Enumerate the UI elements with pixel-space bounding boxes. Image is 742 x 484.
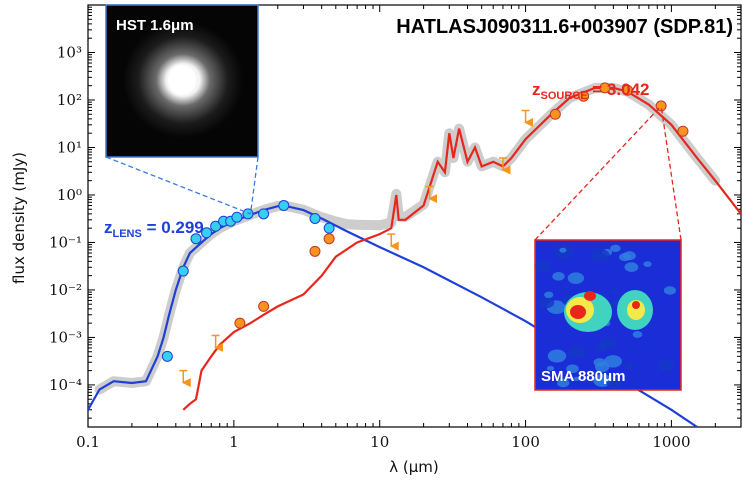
hst-connector-right — [249, 156, 259, 214]
sma-noise-blob — [606, 378, 622, 389]
sma-noise-blob — [643, 261, 652, 268]
x-axis-label: λ (μm) — [389, 458, 439, 476]
y-tick-label: 10¹ — [57, 138, 82, 156]
lens-data-point — [231, 211, 243, 223]
source-data-point — [599, 82, 611, 94]
sma-noise-blob — [547, 349, 567, 363]
sma-noise-blob — [625, 363, 635, 370]
x-tick-label: 10 — [370, 433, 389, 451]
sma-noise-blob — [573, 376, 580, 382]
sma-noise-blob — [610, 288, 619, 295]
source-data-point — [549, 108, 561, 120]
lens-photometry-points — [161, 199, 335, 362]
y-tick-label: 10³ — [57, 43, 82, 61]
x-tick-label: 1 — [229, 433, 239, 451]
sma-noise-blob — [567, 346, 586, 359]
x-tick-label: 0.1 — [76, 433, 100, 451]
sma-noise-blob — [538, 297, 555, 309]
y-tick-label: 10⁻¹ — [49, 233, 82, 251]
sma-noise-blob — [557, 378, 570, 388]
sma-connector-left — [534, 105, 662, 241]
y-axis-label: flux density (mJy) — [10, 152, 28, 284]
y-tick-label: 10² — [57, 91, 82, 109]
hst-inset: HST 1.6μm — [105, 4, 259, 158]
source-data-point — [234, 317, 246, 329]
sma-noise-blob — [599, 337, 617, 350]
y-tick-labels: 10⁻⁴ 10⁻³ 10⁻² 10⁻¹ 10⁰ 10¹ 10² 10³ — [49, 43, 82, 393]
lens-data-point — [201, 227, 213, 239]
lens-data-point — [190, 233, 202, 245]
sma-noise-blob — [552, 272, 565, 281]
plot-frame — [87, 4, 742, 428]
sma-noise-blob — [566, 364, 579, 374]
source-data-point — [323, 233, 335, 245]
x-tick-label: 1000 — [652, 433, 690, 451]
sma-noise-blob — [562, 285, 569, 290]
sma-noise-blob — [559, 247, 567, 253]
sma-connector-right — [660, 105, 682, 241]
source-data-point — [578, 90, 590, 102]
lens-data-point — [309, 212, 321, 224]
y-tick-label: 10⁰ — [57, 186, 82, 204]
lens-data-point — [210, 220, 222, 232]
sma-noise-blob — [663, 286, 676, 295]
source-photometry-points — [234, 82, 689, 329]
lens-data-point — [258, 208, 270, 220]
lens-data-point — [161, 350, 173, 362]
source-data-point — [258, 300, 270, 312]
source-data-point — [677, 125, 689, 137]
sma-inset: SMA 880μm — [534, 239, 682, 391]
sma-noise-blob — [590, 248, 610, 263]
sma-noise-blob — [624, 262, 639, 272]
source-model-line — [182, 86, 741, 411]
y-tick-label: 10⁻³ — [49, 328, 82, 346]
sma-noise-blob — [535, 261, 552, 273]
sma-noise-blob — [604, 355, 622, 368]
source-data-point — [309, 245, 321, 257]
sma-inset-label: SMA 880μm — [541, 368, 626, 385]
lens-data-point — [242, 208, 254, 220]
lens-data-point — [278, 199, 290, 211]
x-tick-label: 100 — [511, 433, 540, 451]
sma-noise-blob — [567, 272, 585, 284]
y-tick-label: 10⁻² — [49, 281, 82, 299]
chart-title: HATLASJ090311.6+003907 (SDP.81) — [396, 16, 733, 38]
hst-connector-left — [105, 156, 251, 215]
sma-noise-blob — [632, 331, 643, 338]
lens-redshift-label: zLENS = 0.299 — [104, 218, 204, 240]
sma-noise-blob — [546, 365, 555, 371]
sma-noise-blob — [610, 244, 621, 253]
y-tick-label: 10⁻⁴ — [49, 376, 82, 394]
x-tick-labels: 0.1 1 10 100 1000 — [76, 433, 690, 451]
sma-noise-blob — [619, 253, 631, 262]
source-data-point — [622, 84, 634, 96]
sma-noise-blob — [657, 359, 675, 372]
sma-noise-blob — [544, 291, 554, 299]
hst-inset-label: HST 1.6μm — [116, 17, 194, 34]
lens-data-point — [323, 222, 335, 234]
source-redshift-label: zSOURCE = 3.042 — [532, 80, 649, 102]
upper-limits — [179, 109, 534, 388]
lens-data-point — [177, 265, 189, 277]
